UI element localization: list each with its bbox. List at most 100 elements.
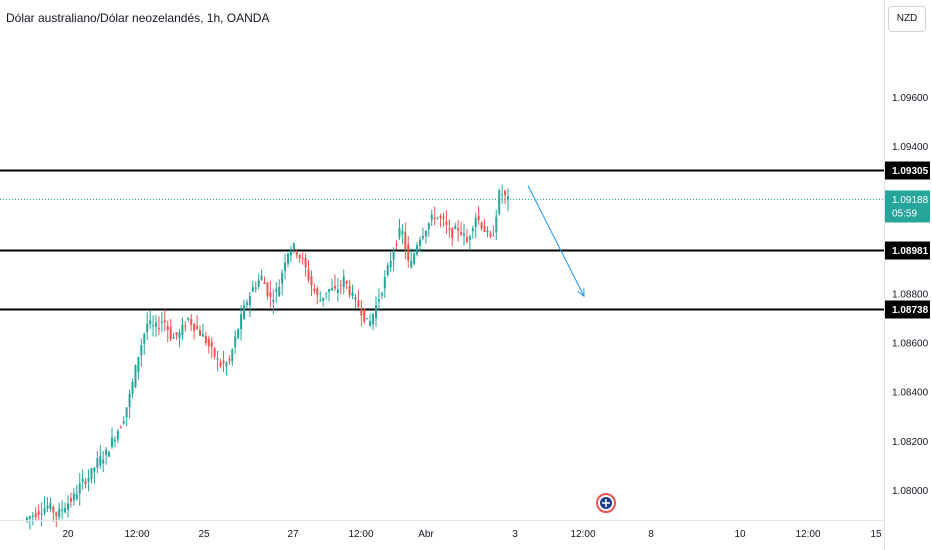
candle (375, 296, 377, 327)
candle (108, 450, 111, 457)
candle (454, 222, 457, 230)
candle (263, 276, 266, 285)
candle (310, 270, 313, 297)
candle (149, 309, 152, 330)
candle (272, 289, 275, 315)
candle (369, 313, 372, 328)
candle (137, 356, 140, 380)
price-axis[interactable]: 1.09600 1.09400 1.08800 1.08600 1.08400 1.082… (884, 0, 929, 550)
candle (237, 328, 240, 340)
x-tick-label: 20 (62, 529, 74, 540)
candle (348, 279, 351, 299)
x-tick-label: 10 (734, 529, 746, 540)
economic-event-icon[interactable] (596, 493, 616, 513)
candle (116, 428, 119, 444)
candle (216, 350, 219, 372)
candle (507, 188, 509, 212)
candle (49, 497, 52, 513)
candle (125, 407, 128, 427)
candle (366, 318, 369, 320)
candle (404, 222, 407, 260)
candle (304, 253, 307, 277)
candle (357, 289, 360, 308)
level-price-tag (885, 241, 930, 260)
candle (287, 252, 289, 268)
chart-title: Dólar australiano/Dólar neozelandés, 1h,… (6, 11, 270, 25)
candle (442, 212, 445, 227)
candle (448, 219, 451, 238)
candle (336, 278, 339, 302)
candle (325, 292, 328, 300)
horizontal-levels[interactable]: 1.09305 1.08981 1.08738 1.09188 05:59 (0, 161, 930, 319)
currency-button[interactable]: NZD (888, 6, 926, 32)
candle (152, 315, 155, 337)
arrow-head[interactable] (577, 288, 585, 298)
candle (84, 477, 87, 489)
candle (184, 321, 187, 332)
candle (169, 318, 172, 342)
candle (333, 274, 336, 292)
trend-arrow[interactable] (527, 185, 585, 298)
x-tick-label: 8 (648, 529, 654, 540)
candle (480, 221, 483, 231)
candle (146, 312, 149, 341)
candle (222, 350, 225, 372)
candle (266, 281, 269, 300)
candle (471, 225, 474, 239)
x-tick-label: 27 (287, 529, 299, 540)
candle (69, 492, 72, 508)
candle (204, 331, 207, 346)
candle (483, 218, 486, 232)
time-axis[interactable]: 20 12:00 25 27 12:00 Abr 3 12:00 8 10 12:00 15 (0, 520, 884, 541)
candle (339, 279, 342, 295)
candle (389, 250, 392, 272)
candle (81, 469, 84, 490)
candle (360, 300, 363, 327)
candle (421, 227, 424, 241)
x-tick-label: 15 (870, 529, 882, 540)
candle (43, 496, 46, 516)
y-tick-label: 1.09600 (892, 93, 929, 104)
candle (37, 504, 40, 521)
candle (128, 389, 131, 419)
candle (119, 425, 122, 429)
candle (465, 228, 468, 244)
candle (477, 206, 480, 225)
candle (292, 242, 295, 254)
candle (78, 473, 81, 506)
y-tick-label: 1.08200 (892, 437, 929, 448)
candle (383, 269, 386, 298)
arrow-shaft[interactable] (527, 185, 585, 297)
candle (307, 260, 310, 283)
y-tick-label: 1.09400 (892, 142, 929, 153)
candle (298, 253, 301, 264)
candle (90, 467, 93, 484)
candle (67, 495, 69, 518)
candle (248, 291, 251, 318)
candle (319, 291, 322, 302)
candle (55, 511, 58, 528)
candle (75, 484, 78, 501)
candle (331, 279, 333, 292)
candle (345, 279, 348, 290)
candle (410, 248, 413, 269)
y-tick-label: 1.08800 (892, 289, 929, 300)
candle (61, 500, 64, 520)
candle (278, 279, 281, 297)
candle (234, 330, 237, 354)
candle (93, 466, 96, 484)
candle (427, 222, 430, 237)
candle (31, 512, 34, 526)
x-tick-label: 12:00 (795, 529, 820, 540)
candle (72, 487, 75, 506)
candle (407, 236, 410, 268)
candle (155, 314, 157, 337)
candle (219, 358, 222, 369)
candle (430, 209, 433, 227)
candle (401, 224, 404, 245)
candle (416, 241, 419, 257)
candle (64, 502, 67, 514)
candle (87, 469, 90, 492)
